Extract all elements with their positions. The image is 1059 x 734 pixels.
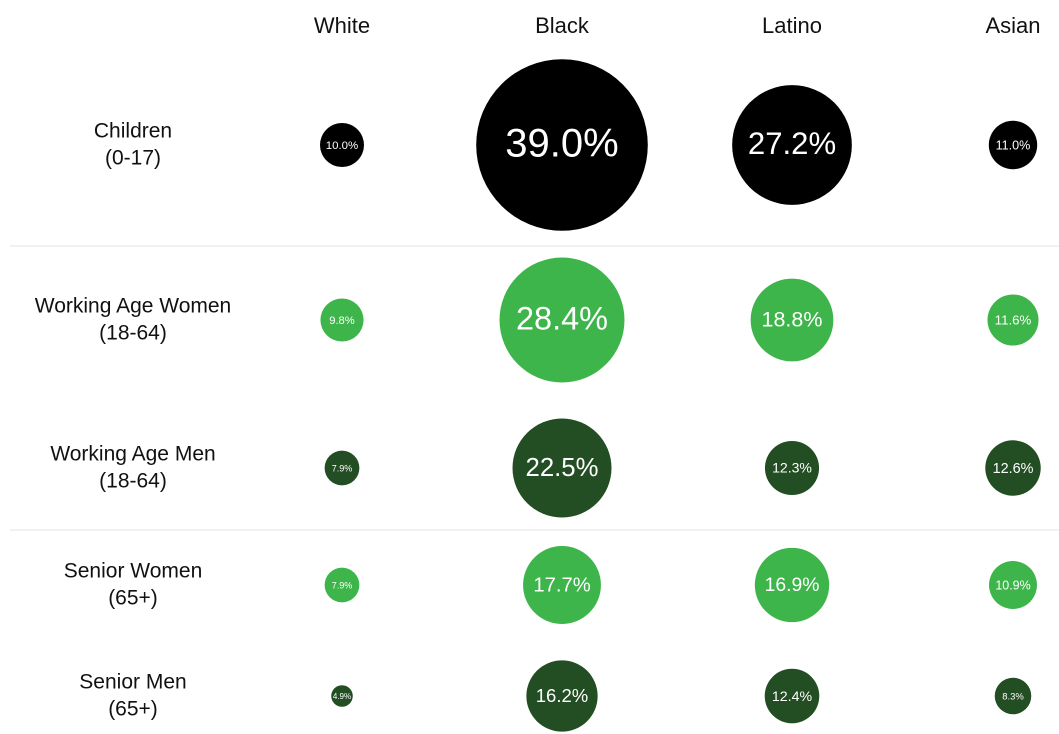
bubble	[988, 120, 1038, 170]
bubble	[331, 685, 353, 707]
bubble	[476, 59, 648, 231]
bubble	[987, 294, 1039, 346]
value-label: 17.7%	[533, 574, 590, 596]
bubble	[512, 418, 612, 518]
bubble	[989, 561, 1037, 609]
bubble	[324, 567, 360, 603]
bubble	[526, 660, 598, 732]
bubble	[523, 546, 601, 624]
column-header: White	[314, 13, 370, 38]
row-label: Senior Women	[64, 560, 203, 583]
value-label: 7.9%	[332, 580, 353, 590]
row-sublabel: (65+)	[108, 698, 158, 721]
value-label: 10.0%	[326, 140, 358, 152]
value-label: 12.3%	[772, 460, 812, 476]
value-label: 18.8%	[762, 308, 823, 332]
row-sublabel: (18-64)	[99, 470, 167, 493]
bubble	[754, 547, 830, 623]
value-label: 12.4%	[772, 689, 813, 705]
value-label: 4.9%	[333, 692, 351, 701]
row-label: Working Age Women	[35, 295, 232, 318]
value-label: 12.6%	[993, 461, 1034, 477]
value-label: 7.9%	[332, 463, 353, 473]
bubble	[994, 677, 1032, 715]
bubble	[732, 85, 852, 205]
row-sublabel: (0-17)	[105, 147, 161, 170]
bubble	[320, 123, 364, 167]
value-label: 8.3%	[1002, 692, 1024, 703]
bubble	[750, 278, 834, 362]
row-label: Senior Men	[79, 671, 186, 694]
value-label: 11.6%	[995, 313, 1032, 328]
value-label: 27.2%	[748, 126, 836, 161]
bubble	[764, 440, 820, 496]
bubble	[324, 450, 360, 486]
row-sublabel: (18-64)	[99, 322, 167, 345]
value-label: 39.0%	[505, 122, 618, 166]
value-label: 28.4%	[516, 301, 608, 337]
row-sublabel: (65+)	[108, 587, 158, 610]
column-header: Black	[535, 13, 590, 38]
value-label: 9.8%	[329, 315, 355, 327]
row-label: Working Age Men	[50, 443, 215, 466]
bubble	[499, 257, 625, 383]
column-header: Latino	[762, 13, 822, 38]
bubble	[764, 668, 820, 724]
row-label: Children	[94, 120, 172, 143]
value-label: 10.9%	[995, 578, 1030, 592]
value-label: 11.0%	[996, 138, 1031, 152]
value-label: 16.9%	[765, 575, 820, 596]
bubble	[985, 440, 1041, 496]
column-header: Asian	[985, 13, 1040, 38]
value-label: 22.5%	[526, 454, 599, 482]
bubble	[320, 298, 364, 342]
value-label: 16.2%	[536, 685, 589, 706]
